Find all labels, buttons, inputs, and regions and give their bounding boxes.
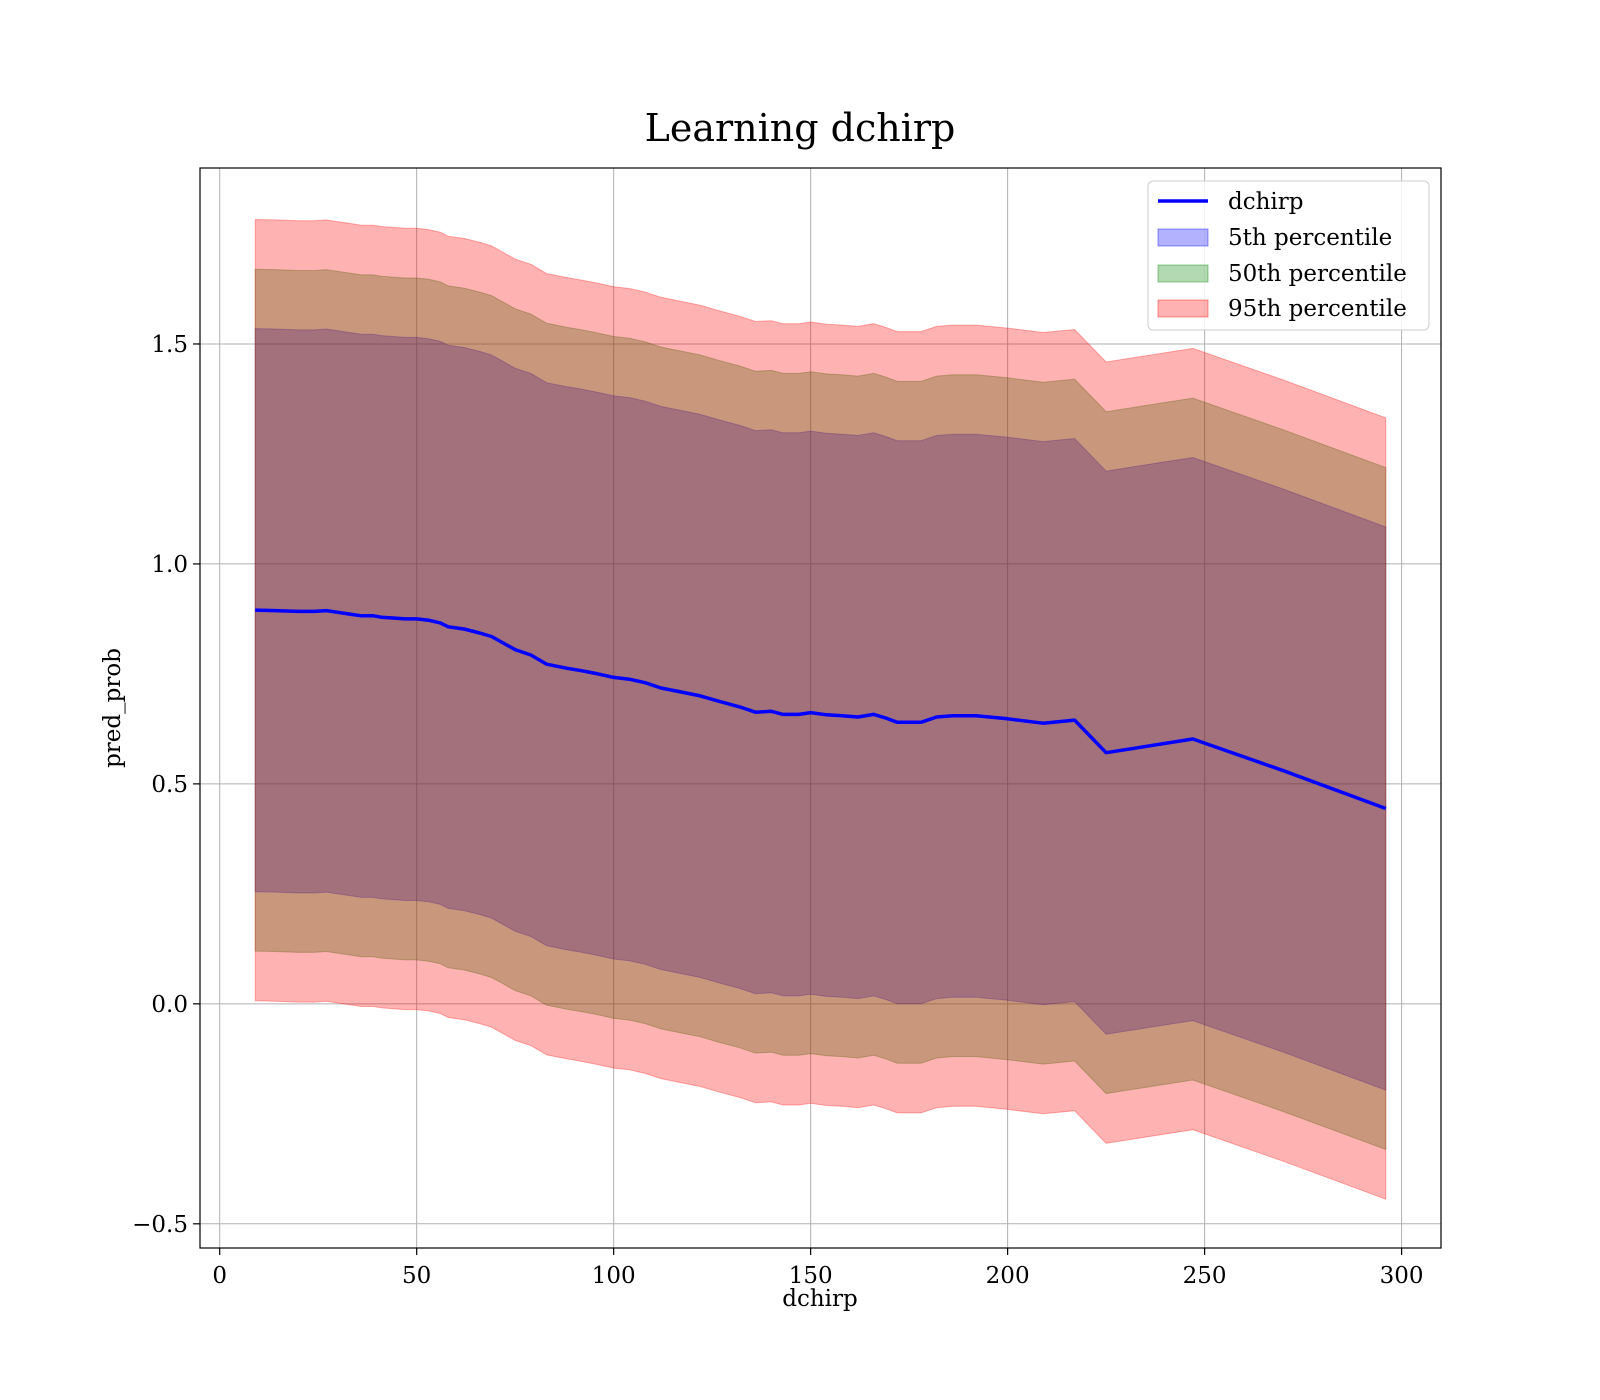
legend-label: 50th percentile <box>1228 261 1407 287</box>
legend-swatch-95th-percentile <box>1157 299 1209 318</box>
x-axis-label: dchirp <box>782 1286 858 1312</box>
grid <box>200 168 1441 1248</box>
x-tick-label: 150 <box>789 1263 833 1289</box>
legend-label: 95th percentile <box>1228 296 1407 322</box>
line-dchirp <box>255 608 1387 811</box>
x-tick-label: 0 <box>212 1263 227 1289</box>
legend-swatch-50th-percentile <box>1157 264 1209 283</box>
x-tick-label: 100 <box>592 1263 636 1289</box>
y-tick-label: −0.5 <box>132 1212 188 1238</box>
plot-frame <box>199 167 1442 1249</box>
y-tick-label: 0.5 <box>151 772 188 798</box>
y-axis-ticks: −0.5 0.0 0.5 1.0 1.5 <box>132 332 200 1238</box>
series-lines <box>255 608 1387 811</box>
band-5th-percentile <box>254 328 1387 1091</box>
y-tick-label: 1.0 <box>151 552 188 578</box>
y-axis-label: pred_prob <box>100 648 126 768</box>
x-tick-label: 300 <box>1380 1263 1424 1289</box>
x-tick-label: 200 <box>986 1263 1030 1289</box>
chart-title: Learning dchirp <box>645 106 956 150</box>
x-axis-ticks: 0 50 100 150 200 250 300 <box>212 1248 1424 1289</box>
legend-label: 5th percentile <box>1228 225 1392 251</box>
legend-box <box>1147 180 1430 331</box>
legend-label: dchirp <box>1228 189 1304 215</box>
x-tick-label: 50 <box>402 1263 431 1289</box>
legend: dchirp 5th percentile 50th percentile 95th … <box>1147 180 1430 331</box>
y-tick-label: 1.5 <box>151 332 188 358</box>
y-tick-label: 0.0 <box>151 992 188 1018</box>
percentile-bands <box>254 218 1387 1200</box>
legend-swatch-5th-percentile <box>1157 228 1209 247</box>
band-50th-percentile <box>254 268 1387 1151</box>
x-tick-label: 250 <box>1183 1263 1227 1289</box>
band-95th-percentile <box>254 218 1387 1200</box>
